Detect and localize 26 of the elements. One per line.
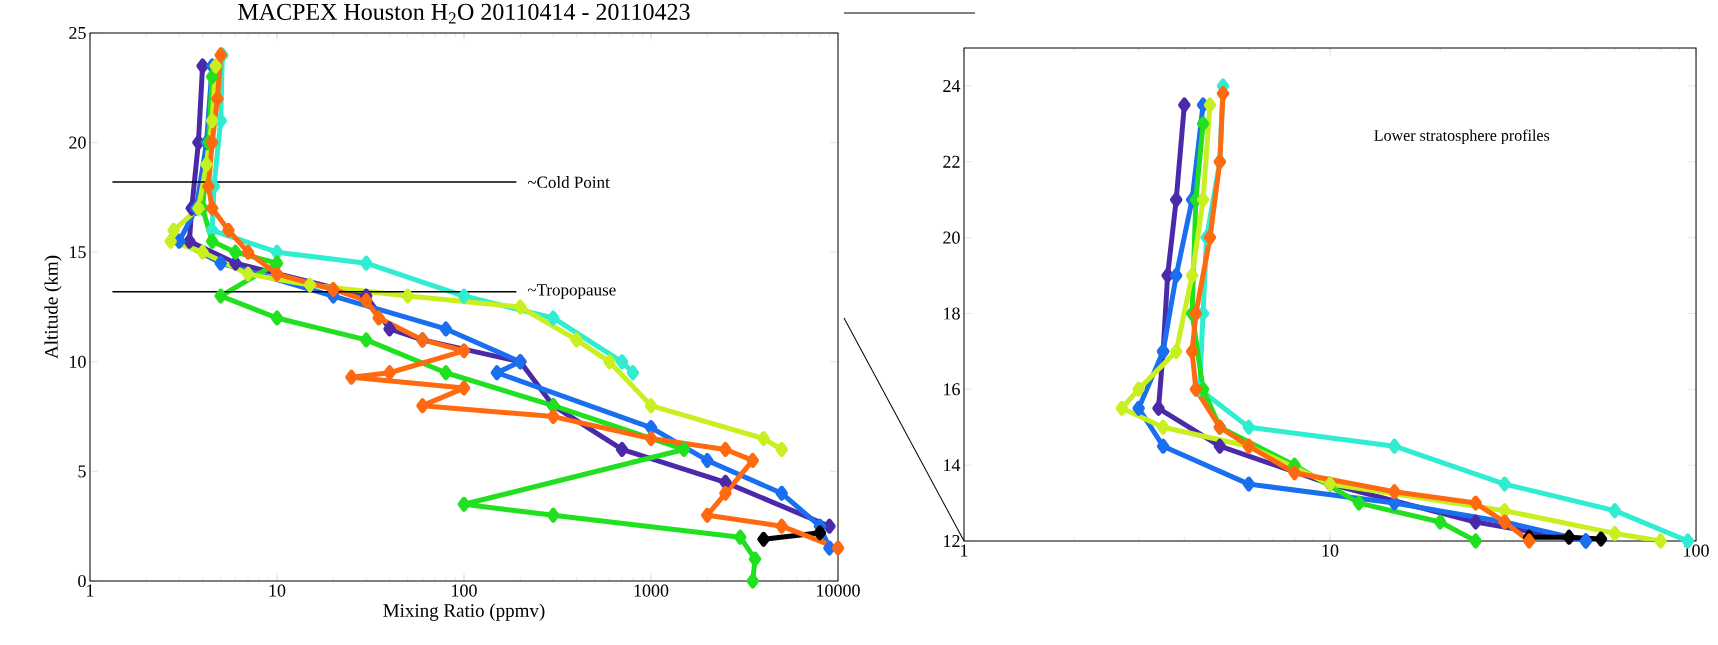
x-axis-title: Mixing Ratio (ppmv) [383, 603, 545, 621]
x-tick-label: 1 [87, 584, 94, 597]
ref-line-label: ~Cold Point [527, 176, 610, 189]
y-tick-label: 10 [70, 355, 86, 368]
x-tick-label: 100 [452, 584, 477, 597]
x-tick-label: 1000 [634, 584, 669, 597]
y-tick-label: 18 [944, 307, 960, 320]
y-tick-label: 25 [69, 26, 86, 40]
y-tick-label: 12 [944, 535, 960, 547]
chart-title: MACPEX Houston H$_{2}$O 20110414 - 20110423 [238, 3, 690, 24]
y-tick-label: 24 [943, 79, 961, 92]
y-tick-label: 20 [69, 136, 86, 149]
y-tick-label: 0 [78, 574, 86, 588]
y-tick-label: 14 [944, 459, 961, 472]
x-tick-label: 10000 [817, 584, 860, 597]
y-tick-label: 20 [943, 231, 960, 244]
x-tick-label: 10 [1322, 544, 1339, 557]
y-tick-label: 16 [944, 383, 960, 396]
annotation: Lower stratosphere profiles [1374, 129, 1550, 145]
y-axis-title: Altitude (km) [44, 255, 62, 359]
ref-line-label: ~Tropopause [527, 284, 616, 300]
x-tick-label: 10 [269, 584, 286, 597]
y-tick-label: 15 [70, 246, 86, 259]
y-tick-label: 22 [943, 155, 960, 168]
x-tick-label: 1 [961, 544, 968, 557]
y-tick-label: 5 [78, 465, 86, 478]
